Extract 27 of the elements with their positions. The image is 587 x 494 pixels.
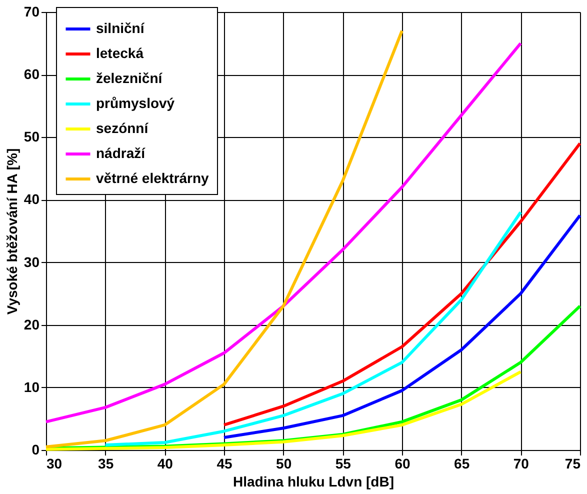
legend-label: silniční: [96, 20, 146, 36]
x-tick-label: 65: [454, 456, 470, 472]
y-tick-label: 30: [24, 254, 40, 270]
x-tick-label: 75: [564, 456, 581, 472]
y-tick-label: 40: [24, 191, 40, 208]
legend-label: letecká: [96, 45, 144, 61]
legend-label: větrné elektrárny: [96, 170, 210, 186]
x-tick-label: 35: [98, 456, 114, 472]
y-tick-label: 50: [24, 128, 40, 145]
legend-label: železniční: [96, 70, 164, 86]
x-tick-label: 50: [276, 456, 292, 472]
x-axis-title: Hladina hluku Ldvn [dB]: [233, 474, 394, 490]
x-tick-label: 30: [46, 456, 62, 472]
x-tick-label: 70: [513, 456, 530, 472]
y-tick-label: 10: [24, 378, 40, 395]
x-tick-label: 40: [157, 456, 174, 472]
x-tick-label: 45: [216, 456, 232, 472]
legend-label: průmyslový: [96, 95, 175, 111]
legend-label: sezónní: [96, 120, 150, 136]
y-tick-label: 20: [24, 316, 40, 332]
x-tick-label: 55: [335, 456, 352, 472]
y-tick-label: 0: [32, 442, 40, 458]
y-tick-label: 70: [24, 4, 40, 20]
y-axis-title: Vysoké btěžování HA [%]: [4, 148, 20, 315]
y-tick-label: 60: [24, 66, 40, 82]
x-tick-label: 60: [394, 456, 410, 472]
legend-label: nádraží: [96, 145, 146, 161]
